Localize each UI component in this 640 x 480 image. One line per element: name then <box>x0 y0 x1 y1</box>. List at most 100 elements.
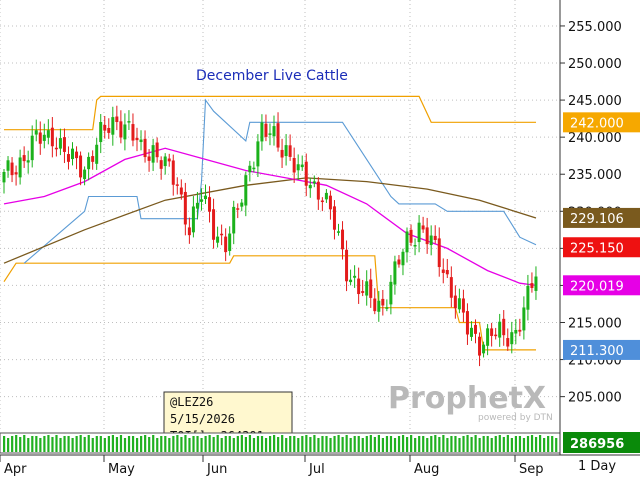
candle-up <box>87 156 91 170</box>
volume-bar <box>43 436 46 452</box>
candle-up <box>510 332 514 345</box>
volume-bar <box>333 436 336 452</box>
volume-bar <box>212 437 215 452</box>
volume-bar <box>252 438 256 452</box>
candle-up <box>139 139 143 143</box>
volume-bar <box>71 438 74 452</box>
volume-bar <box>414 438 417 452</box>
candle-down <box>183 191 187 225</box>
volume-bar <box>450 436 453 452</box>
volume-bar <box>430 436 433 452</box>
volume-bar <box>325 436 328 452</box>
volume-bar <box>543 438 546 452</box>
volume-bar <box>434 435 437 452</box>
volume-bar <box>526 436 530 452</box>
volume-bar <box>506 435 509 452</box>
volume-bar <box>140 436 143 452</box>
candle-up <box>385 307 389 309</box>
y-tick-label: 250.000 <box>568 57 622 72</box>
candle-up <box>482 344 486 354</box>
candle-down <box>22 155 26 162</box>
candle-down <box>292 158 296 173</box>
volume-bar <box>95 436 98 452</box>
candle-down <box>54 147 58 150</box>
candle-down <box>474 324 478 334</box>
candle-up <box>26 160 30 163</box>
y-tick-label: 205.000 <box>568 391 622 406</box>
candle-up <box>300 164 304 168</box>
candle-down <box>361 291 365 293</box>
volume-bar <box>518 436 522 452</box>
candle-up <box>195 202 199 209</box>
volume-bar <box>244 437 247 452</box>
volume-bar <box>79 435 82 452</box>
candle-down <box>212 209 216 240</box>
candle-up <box>260 122 264 142</box>
candle-up <box>312 181 316 184</box>
plot-area <box>0 0 560 430</box>
volume-bar <box>39 438 42 452</box>
candle-up <box>58 138 62 149</box>
volume-bar <box>498 435 501 452</box>
candle-up <box>99 121 103 143</box>
candle-down <box>341 229 345 250</box>
volume-bar <box>410 435 413 452</box>
candle-up <box>95 144 99 164</box>
watermark-powered: powered by DTN <box>478 413 553 423</box>
volume-bar <box>385 436 389 452</box>
volume-bar <box>530 435 534 452</box>
volume-bar <box>329 438 332 452</box>
volume-bar <box>297 438 300 452</box>
volume-bar <box>59 438 62 452</box>
candle-down <box>316 181 320 200</box>
candle-down <box>328 195 332 210</box>
candle-down <box>14 172 18 175</box>
chart-title: December Live Cattle <box>196 68 348 84</box>
volume-bar <box>369 435 372 452</box>
x-axis: Apr May Jun Jul Aug Sep <box>0 454 640 480</box>
candle-down <box>381 298 385 306</box>
volume-bar <box>277 437 280 452</box>
volume-bar <box>67 436 70 452</box>
y-tick-label: 255.000 <box>568 20 622 35</box>
volume-bar <box>486 436 489 452</box>
volume-bar <box>164 436 167 452</box>
candle-down <box>369 279 373 298</box>
volume-bar <box>534 437 538 452</box>
volume-bar <box>293 436 296 452</box>
volume-bar <box>232 438 235 452</box>
candle-down <box>159 160 163 169</box>
volume-bar <box>131 436 135 452</box>
volume-bar <box>160 436 163 452</box>
price-label: 220.019 <box>570 279 624 294</box>
volume-bar <box>418 436 421 452</box>
price-labels: 242.000 229.106 225.150 220.019 211.300 <box>563 112 640 360</box>
candle-down <box>131 124 135 141</box>
candle-up <box>413 244 417 247</box>
volume-bar <box>381 438 385 452</box>
candle-down <box>478 336 482 356</box>
candle-down <box>91 156 95 162</box>
candle-down <box>461 298 465 313</box>
candle-up <box>534 276 538 291</box>
volume-bar <box>148 437 151 452</box>
volume-bar <box>123 438 127 452</box>
candle-down <box>62 137 66 152</box>
volume-bar <box>236 436 239 452</box>
candle-up <box>308 185 312 189</box>
volume-bar <box>268 436 272 452</box>
volume-bar <box>345 435 348 452</box>
volume-bar <box>273 435 276 452</box>
volume-bar <box>377 435 380 452</box>
volume-bar <box>446 438 449 452</box>
candle-down <box>445 270 449 275</box>
candle-down <box>502 318 506 336</box>
candle-up <box>83 169 87 180</box>
volume-bar <box>55 435 58 452</box>
candle-down <box>288 145 292 157</box>
volume-bar <box>309 437 312 452</box>
volume-bar <box>172 436 175 452</box>
candle-up <box>498 321 502 338</box>
candle-down <box>224 236 228 253</box>
